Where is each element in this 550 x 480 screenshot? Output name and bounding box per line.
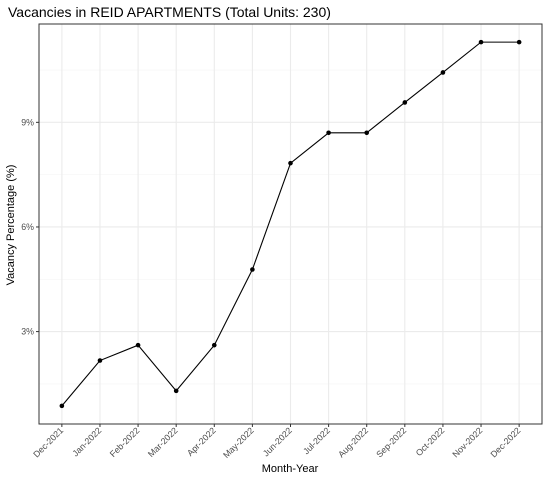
x-tick-label: May-2022 [221,425,256,460]
x-tick-label: Jun-2022 [261,425,294,458]
x-tick-label: Dec-2021 [31,425,65,459]
major-grid [39,24,542,424]
x-tick-label: Oct-2022 [414,425,447,458]
data-point [59,403,65,409]
x-tick-label: Mar-2022 [146,425,180,459]
data-point [402,100,408,105]
x-tick-label: Jan-2022 [70,425,103,458]
x-tick-label: Jul-2022 [301,425,332,456]
series-layer [59,39,522,409]
data-point [288,160,293,166]
y-axis-title: Vacancy Percentage (%) [5,165,17,286]
data-point [173,388,179,394]
y-axis: 3% 6% 9% [21,117,39,337]
data-point [211,342,217,348]
x-tick-label: Apr-2022 [185,425,218,458]
x-axis: Dec-2021 Jan-2022 Feb-2022 Mar-2022 Apr-2022… [31,424,523,460]
x-tick-label: Nov-2022 [450,425,484,459]
data-point [516,39,522,45]
x-tick-label: Sep-2022 [374,425,408,459]
data-point [97,358,103,363]
y-tick-label: 3% [21,327,34,337]
data-point [326,130,331,136]
data-point [135,342,141,348]
x-tick-label: Aug-2022 [336,425,370,459]
x-tick-label: Dec-2022 [488,425,522,459]
data-point [440,70,446,75]
y-tick-label: 6% [21,222,34,232]
data-point [364,130,370,136]
x-axis-title: Month-Year [262,463,319,475]
chart-title: Vacancies in REID APARTMENTS (Total Unit… [8,4,331,20]
data-point [478,39,484,45]
x-tick-label: Feb-2022 [108,425,142,459]
y-tick-label: 9% [21,117,34,127]
data-point [250,267,255,272]
